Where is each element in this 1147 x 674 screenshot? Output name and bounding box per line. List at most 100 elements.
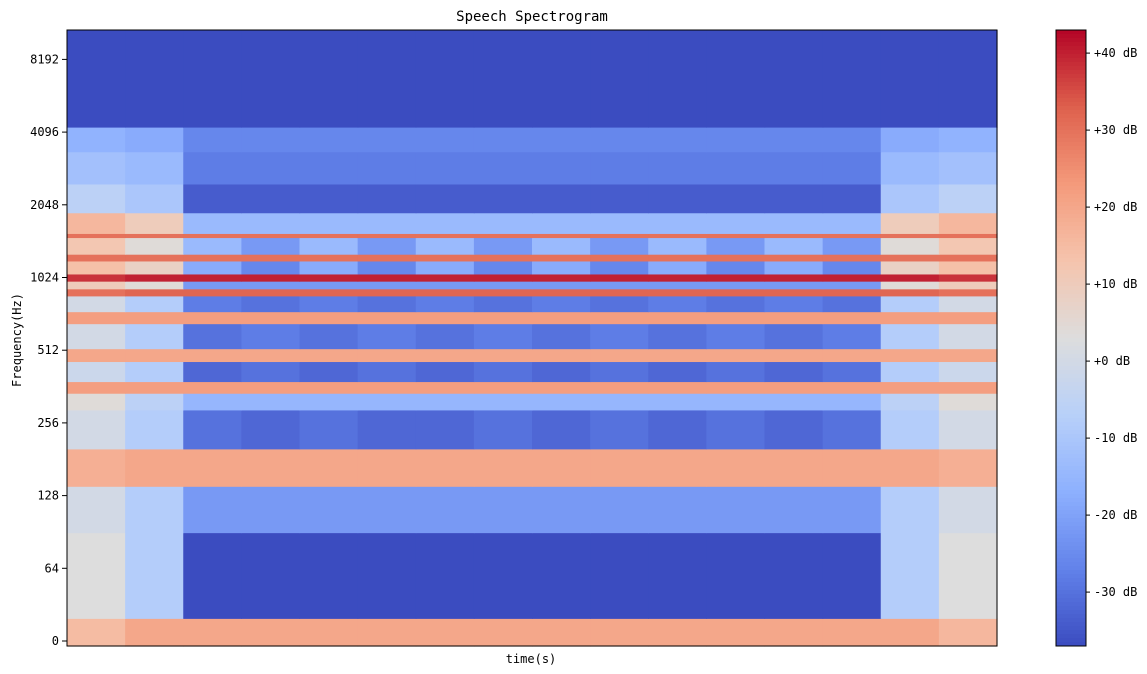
spectrogram-cell [590, 295, 649, 313]
spectrogram-cell [125, 288, 184, 297]
colorbar-segment [1056, 426, 1086, 431]
spectrogram-cell [357, 151, 417, 185]
spectrogram-cell [357, 618, 417, 647]
spectrogram-cell [706, 273, 766, 282]
spectrogram-cell [241, 323, 301, 350]
colorbar-segment [1056, 274, 1086, 279]
spectrogram-cell [299, 323, 359, 350]
spectrogram-cell [415, 393, 475, 411]
spectrogram-cell [880, 323, 940, 350]
colorbar-segment [1056, 78, 1086, 83]
colorbar-segment [1056, 34, 1086, 39]
colorbar-segment [1056, 138, 1086, 143]
spectrogram-cell [764, 127, 824, 153]
spectrogram-cell [590, 448, 649, 487]
colorbar-segment [1056, 494, 1086, 499]
spectrogram-cell [415, 254, 475, 262]
spectrogram-cell [357, 183, 417, 214]
colorbar-segment [1056, 70, 1086, 75]
spectrogram-cell [67, 233, 126, 239]
spectrogram-cell [648, 237, 707, 255]
spectrogram-cell [706, 237, 766, 255]
spectrogram-cell [183, 532, 242, 619]
colorbar-segment [1056, 386, 1086, 391]
colorbar-segment [1056, 46, 1086, 51]
spectrogram-cell [822, 311, 882, 325]
spectrogram-cell [299, 381, 359, 394]
spectrogram-cell [125, 323, 184, 350]
spectrogram-cell [706, 311, 766, 325]
spectrogram-cell [822, 323, 882, 350]
colorbar-segment [1056, 590, 1086, 595]
spectrogram-cell [532, 127, 591, 153]
colorbar-segment [1056, 94, 1086, 99]
spectrogram-cell [183, 311, 242, 325]
spectrogram-cell [473, 486, 533, 534]
spectrogram-cell [822, 127, 882, 153]
spectrogram-cell [532, 183, 591, 214]
spectrogram-cell [473, 618, 533, 647]
colorbar-segment [1056, 398, 1086, 403]
spectrogram-cell [415, 448, 475, 487]
colorbar-segment [1056, 430, 1086, 435]
spectrogram-cell [357, 381, 417, 394]
colorbar-segment [1056, 162, 1086, 167]
colorbar-gradient [1056, 30, 1086, 647]
spectrogram-cell [706, 127, 766, 153]
colorbar-segment [1056, 194, 1086, 199]
colorbar-segment [1056, 506, 1086, 511]
spectrogram-cell [822, 254, 882, 262]
colorbar-segment [1056, 214, 1086, 219]
spectrogram-cell [938, 183, 998, 214]
colorbar-segment [1056, 538, 1086, 543]
colorbar-segment [1056, 578, 1086, 583]
spectrogram-cell [183, 273, 242, 282]
colorbar-segment [1056, 218, 1086, 223]
spectrogram-cell [183, 30, 242, 128]
spectrogram-cell [880, 486, 940, 534]
spectrogram-cell [415, 183, 475, 214]
colorbar-segment [1056, 582, 1086, 587]
spectrogram-cell [822, 393, 882, 411]
spectrogram-cell [822, 288, 882, 297]
spectrogram-cell [357, 323, 417, 350]
spectrogram-cell [880, 311, 940, 325]
spectrogram-cell [764, 260, 824, 275]
colorbar-tick-label: +20 dB [1094, 200, 1137, 214]
colorbar-segment [1056, 442, 1086, 447]
spectrogram-cell [648, 486, 707, 534]
spectrogram-cell [67, 212, 126, 234]
colorbar-segment [1056, 390, 1086, 395]
spectrogram-cell [880, 30, 940, 128]
colorbar-segment [1056, 186, 1086, 191]
spectrogram-cell [415, 288, 475, 297]
spectrogram-cell [125, 254, 184, 262]
spectrogram-cell [880, 233, 940, 239]
spectrogram-cell [183, 618, 242, 647]
spectrogram-cell [67, 183, 126, 214]
spectrogram-cell [880, 348, 940, 363]
spectrogram-cell [125, 237, 184, 255]
spectrogram-cell [241, 254, 301, 262]
spectrogram-cell [67, 393, 126, 411]
spectrogram-cell [648, 273, 707, 282]
spectrogram-cell [648, 254, 707, 262]
spectrogram-cell [299, 361, 359, 383]
spectrogram-cell [590, 323, 649, 350]
colorbar-segment [1056, 310, 1086, 315]
colorbar-segment [1056, 638, 1086, 643]
spectrogram-cell [183, 151, 242, 185]
spectrogram-cell [473, 237, 533, 255]
colorbar-segment [1056, 226, 1086, 231]
colorbar-segment [1056, 262, 1086, 267]
spectrogram-cell [648, 295, 707, 313]
colorbar-segment [1056, 410, 1086, 415]
spectrogram-cell [764, 30, 824, 128]
colorbar-segment [1056, 182, 1086, 187]
y-tick-label: 4096 [30, 125, 59, 139]
spectrogram-cell [183, 409, 242, 450]
spectrogram-cell [822, 486, 882, 534]
spectrogram-cell [706, 183, 766, 214]
colorbar-segment [1056, 634, 1086, 639]
